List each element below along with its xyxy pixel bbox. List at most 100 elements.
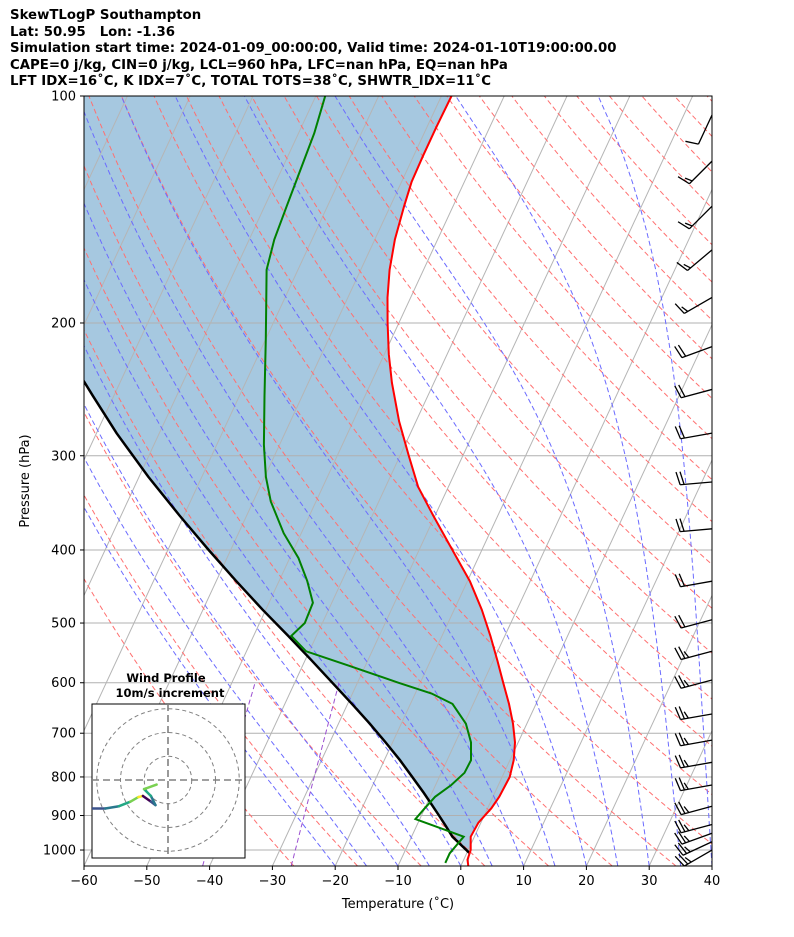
y-axis-label: Pressure (hPa) <box>18 434 33 527</box>
moist-adiabat <box>84 110 525 866</box>
wind-barb <box>674 841 713 856</box>
hodograph-segment <box>142 787 153 798</box>
hodograph-subtitle: 10m/s increment <box>116 686 225 700</box>
isotherm-line <box>84 96 317 597</box>
wind-barb <box>674 801 713 816</box>
dry-adiabat <box>641 96 712 173</box>
dry-adiabat <box>674 96 712 138</box>
hodograph-segment <box>142 783 158 791</box>
wind-barb <box>675 471 713 486</box>
dewpoint-line <box>262 96 472 864</box>
moist-adiabat <box>84 278 462 866</box>
isotherm-line <box>84 96 191 327</box>
isotherm-line <box>209 96 568 866</box>
x-tick-label: −60 <box>70 874 97 889</box>
title-line-2: Lat: 50.95 Lon: -1.36 <box>10 24 176 40</box>
dry-adiabat <box>84 494 358 866</box>
wind-barb <box>677 160 713 185</box>
wind-barb <box>674 425 713 440</box>
moist-adiabat <box>455 96 682 866</box>
isotherm-line <box>271 96 631 866</box>
hodograph-segment <box>49 787 50 790</box>
y-tick-label: 600 <box>51 676 76 691</box>
wind-barb <box>674 646 713 661</box>
wind-barb <box>674 614 713 629</box>
moist-adiabat <box>334 96 650 866</box>
isotherm-line <box>523 458 712 866</box>
hodograph-segment <box>47 787 49 792</box>
dry-adiabat <box>511 96 712 321</box>
y-tick-label: 700 <box>51 727 76 742</box>
dry-adiabat <box>413 96 712 440</box>
cape-shading <box>84 96 515 866</box>
moist-adiabat <box>243 96 619 866</box>
wind-barb <box>675 518 713 533</box>
hodograph-segment <box>47 791 52 798</box>
dry-adiabat <box>84 328 486 866</box>
hodograph-segment <box>104 804 121 810</box>
dry-adiabat <box>706 96 712 103</box>
parcel-path-line <box>84 379 471 855</box>
hodograph-segment <box>129 795 140 803</box>
moist-adiabat <box>84 506 336 866</box>
x-tick-label: 10 <box>515 874 532 889</box>
wind-barb <box>674 573 713 588</box>
title-line-1: SkewTLogP Southampton <box>10 8 202 23</box>
wind-barb <box>674 777 713 792</box>
wind-barb <box>674 849 713 867</box>
x-tick-label: 0 <box>457 874 465 889</box>
y-tick-label: 900 <box>51 809 76 824</box>
wind-barb <box>674 754 713 769</box>
hodograph-segment <box>60 803 70 808</box>
y-tick-label: 1000 <box>43 844 76 859</box>
dry-adiabat <box>153 96 712 796</box>
x-tick-label: 20 <box>578 874 595 889</box>
isotherm-line <box>711 864 712 866</box>
isotherm-line <box>460 323 712 866</box>
hodograph-title: Wind Profile <box>126 671 206 685</box>
moist-adiabat <box>174 96 587 866</box>
wind-barb <box>676 249 713 271</box>
title-line-4: CAPE=0 j/kg, CIN=0 j/kg, LCL=960 hPa, LF… <box>10 57 508 73</box>
y-tick-label: 800 <box>51 770 76 785</box>
wind-barb <box>674 344 713 359</box>
moist-adiabat <box>84 344 430 866</box>
title-line-3: Simulation start time: 2024-01-09_00:00:… <box>10 41 617 57</box>
wind-barb <box>674 732 713 747</box>
wind-barb <box>674 706 713 721</box>
dry-adiabat <box>84 164 613 866</box>
x-axis-label: Temperature (˚C) <box>341 896 454 912</box>
isotherm-line <box>334 96 694 866</box>
x-tick-label: 40 <box>704 874 721 889</box>
hodograph-segment <box>117 800 132 808</box>
hodograph-segment <box>51 790 57 797</box>
isotherm-line <box>585 594 712 866</box>
x-tick-label: −40 <box>196 874 223 889</box>
moist-adiabat <box>597 96 712 866</box>
hodograph-segment <box>141 794 153 803</box>
y-tick-label: 200 <box>51 316 76 331</box>
y-tick-label: 300 <box>51 449 76 464</box>
wind-barb <box>674 384 713 399</box>
x-tick-label: −10 <box>384 874 411 889</box>
wind-barb <box>674 831 713 845</box>
y-tick-label: 100 <box>51 90 76 105</box>
chart-title-block: SkewTLogP Southampton Lat: 50.95 Lon: -1… <box>10 8 617 91</box>
wind-barb <box>685 114 713 145</box>
dry-adiabat <box>381 96 712 481</box>
mixing-ratio-line <box>290 682 340 866</box>
moist-adiabat <box>84 456 368 866</box>
dry-adiabat <box>88 96 677 866</box>
isotherm-line <box>648 729 712 866</box>
dry-adiabat <box>478 96 712 360</box>
title-line-5: LFT IDX=16˚C, K IDX=7˚C, TOTAL TOTS=38˚C… <box>10 74 492 90</box>
dry-adiabat <box>218 96 712 700</box>
hodograph-segment <box>149 794 157 807</box>
isotherm-line <box>84 96 254 462</box>
x-tick-label: −20 <box>321 874 348 889</box>
moist-adiabat <box>84 403 399 866</box>
dry-adiabat <box>84 577 295 866</box>
temperature-line <box>386 96 517 866</box>
x-tick-label: −30 <box>259 874 286 889</box>
